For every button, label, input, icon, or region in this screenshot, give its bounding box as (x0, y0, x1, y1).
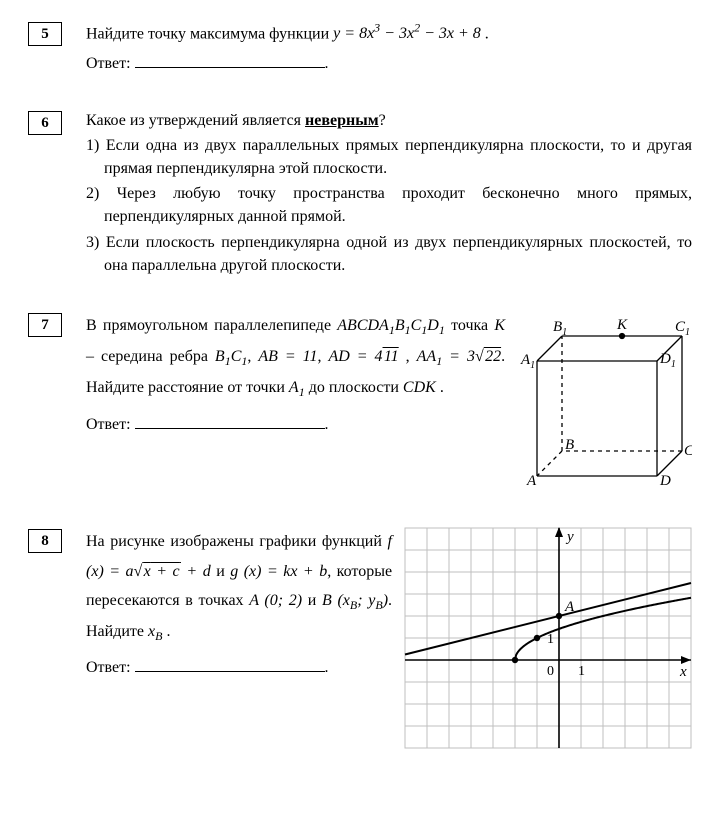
g-formula: g (x) = kx + b (230, 563, 327, 580)
eq-ab: AB = 11 (258, 348, 317, 365)
problem-question: Какое из утверждений является неверным? (86, 109, 692, 132)
problem-text: В прямоугольном параллелепипеде ABCDA1B1… (86, 311, 505, 436)
svg-text:1: 1 (547, 632, 554, 647)
label-D1: D1 (659, 351, 676, 370)
point-A1: A1 (289, 379, 305, 396)
label-B: B (565, 437, 574, 453)
problem-number-box: 5 (28, 22, 62, 46)
problem-7: 7 В прямоугольном параллелепипеде ABCDA1… (28, 311, 692, 493)
text: точка (451, 317, 494, 334)
answer-blank[interactable] (135, 671, 325, 672)
eq-aa1: AA1 = 3√ 22 (417, 348, 501, 365)
answer-label: Ответ: (86, 55, 135, 72)
label-A1: A1 (520, 352, 535, 371)
svg-text:y: y (565, 529, 574, 545)
text: – середина ребра (86, 348, 215, 365)
answer-row: Ответ: . (86, 657, 392, 679)
problem-content: На рисунке изображены графики функций f … (86, 527, 692, 756)
answer-blank[interactable] (135, 428, 325, 429)
label-C: C (684, 443, 692, 459)
text: и (308, 592, 322, 609)
parallelepiped-figure: B1 K C1 A1 D1 B C A D (517, 311, 692, 493)
option-3: 3) Если плоскость перпендикулярна одной … (86, 231, 692, 277)
problem-statement: Найдите точку максимума функции y = 8x3 … (86, 20, 692, 46)
period: . (325, 416, 329, 433)
text: На рисунке изображены графики функций (86, 533, 388, 550)
solid-name: ABCDA1B1C1D1 (337, 317, 445, 334)
text: , (317, 348, 328, 365)
label-B1: B1 (553, 319, 567, 338)
point-A: A (0; 2) (249, 592, 302, 609)
text: до плоскости (309, 379, 403, 396)
option-1: 1) Если одна из двух параллельных прямых… (86, 134, 692, 180)
graph-svg: y x 0 1 1 A (404, 527, 692, 749)
svg-text:x: x (679, 664, 687, 680)
label-D: D (659, 473, 671, 486)
text: Какое из утверждений является (86, 112, 305, 129)
text: . (162, 623, 170, 640)
problem-number-box: 8 (28, 529, 62, 553)
point-B: B (xB; yB) (322, 592, 388, 609)
text: . (436, 379, 444, 396)
problem-number-box: 6 (28, 111, 62, 135)
keyword: неверным (305, 112, 379, 129)
svg-text:1: 1 (578, 664, 585, 679)
text: Найдите точку максимума функции (86, 25, 333, 42)
problem-8: 8 На рисунке изображены графики функций … (28, 527, 692, 756)
eq-ad: AD = 4 11 (328, 348, 398, 365)
period: . (325, 55, 329, 72)
problem-text: На рисунке изображены графики функций f … (86, 527, 392, 679)
text: В прямоугольном параллелепипеде (86, 317, 337, 334)
svg-text:A: A (564, 599, 575, 615)
edge: B1C1 (215, 348, 247, 365)
problem-content: Какое из утверждений является неверным? … (86, 109, 692, 277)
answer-row: Ответ: . (86, 52, 692, 75)
problem-content: В прямоугольном параллелепипеде ABCDA1B1… (86, 311, 692, 493)
parallelepiped-svg: B1 K C1 A1 D1 B C A D (517, 311, 692, 486)
text: , (247, 348, 258, 365)
text: , (406, 348, 417, 365)
problem-6: 6 Какое из утверждений является неверным… (28, 109, 692, 277)
problem-content: Найдите точку максимума функции y = 8x3 … (86, 20, 692, 75)
answer-blank[interactable] (135, 67, 325, 68)
period: . (325, 659, 329, 676)
plane: CDK (403, 379, 436, 396)
label-K: K (616, 317, 628, 333)
label-C1: C1 (675, 319, 690, 338)
problem-5: 5 Найдите точку максимума функции y = 8x… (28, 20, 692, 75)
answer-label: Ответ: (86, 416, 135, 433)
point-K: K (494, 317, 505, 334)
formula: y = 8x3 − 3x2 − 3x + 8 (333, 25, 485, 42)
svg-text:0: 0 (547, 664, 554, 679)
text: и (216, 563, 230, 580)
answer-label: Ответ: (86, 659, 135, 676)
label-A: A (526, 473, 537, 486)
graph-figure: y x 0 1 1 A (404, 527, 692, 756)
xB: xB (148, 623, 162, 640)
text: ? (379, 112, 386, 129)
option-2: 2) Через любую точку пространства проход… (86, 182, 692, 228)
text: . (485, 25, 489, 42)
answer-row: Ответ: . (86, 414, 505, 436)
problem-number-box: 7 (28, 313, 62, 337)
